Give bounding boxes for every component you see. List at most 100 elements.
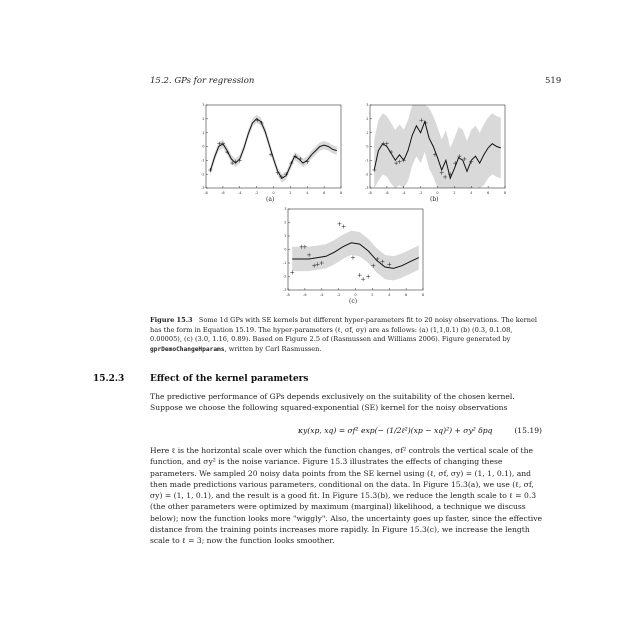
observation-point: [305, 159, 310, 164]
panel-label-a: (a): [266, 196, 275, 203]
observation-point: [237, 158, 242, 163]
x-tick-label: 2: [371, 293, 373, 297]
caption-code: gprDemoChangeHparams: [150, 345, 225, 353]
plot-c-svg: -8 -6 -4 -2 0 2 4 6 8 -3 -2 -1 0 1 2 3: [283, 207, 424, 297]
figure-caption: Figure 15.3 Some 1d GPs with SE kernels …: [150, 316, 540, 354]
plot-panel-c: -8 -6 -4 -2 0 2 4 6 8 -3 -2 -1 0 1 2 3: [280, 206, 426, 298]
y-tick-label: 0: [366, 145, 368, 149]
x-tick-label: 2: [453, 191, 455, 195]
x-tick-label: -6: [221, 191, 225, 195]
observation-point: [457, 154, 462, 159]
mean-line: [209, 118, 337, 180]
observation-point: [230, 161, 235, 166]
observation-point: [389, 150, 394, 155]
observation-point: [350, 255, 355, 260]
x-tick-label: 6: [323, 191, 325, 195]
observation-point: [307, 252, 312, 257]
observation-point: [357, 273, 362, 278]
observation-point: [217, 141, 222, 146]
observation-point: [419, 118, 424, 123]
observation-point: [394, 161, 399, 166]
observation-point: [275, 170, 280, 175]
observation-point: [372, 168, 377, 173]
x-tick-label: 0: [272, 191, 274, 195]
plot-b-svg: -8 -6 -4 -2 0 2 4 6 8 -3 -2 -1 0 1 2 3: [365, 103, 506, 195]
y-tick-label: 1: [202, 131, 204, 135]
body-paragraph: Here ℓ is the horizontal scale over whic…: [150, 446, 543, 546]
x-tick-label: -2: [337, 293, 341, 297]
observation-point: [319, 261, 324, 265]
y-tick-label: 3: [202, 103, 204, 107]
y-tick-label: 2: [366, 117, 368, 121]
x-tick-label: 6: [405, 293, 407, 297]
y-tick-label: -2: [201, 172, 205, 176]
observation-point: [443, 174, 448, 179]
observation-point: [401, 158, 406, 163]
observation-point: [439, 170, 444, 175]
observation-point: [220, 141, 225, 146]
x-tick-label: 0: [354, 293, 356, 297]
observation-point: [462, 156, 467, 161]
observation-point: [259, 120, 264, 125]
x-tick-label: -6: [303, 293, 307, 297]
y-tick-label: -3: [201, 186, 205, 190]
y-tick-label: -3: [283, 288, 287, 292]
observation-point: [397, 159, 402, 164]
x-tick-label: 4: [388, 293, 391, 297]
observation-point: [290, 270, 295, 275]
observation-point: [268, 152, 273, 157]
plot-a-svg: -8 -6 -4 -2 0 2 4 6 8 -3 -2 -1 0 1 2 3: [201, 103, 342, 195]
observation-point: [337, 221, 342, 226]
x-tick-label: -2: [419, 191, 423, 195]
observation-point: [299, 244, 304, 249]
observation-point: [284, 172, 289, 177]
observation-point: [453, 161, 458, 166]
observation-point: [298, 156, 303, 161]
observation-point: [315, 262, 320, 267]
x-tick-label: 4: [470, 191, 473, 195]
y-tick-label: 2: [284, 221, 286, 225]
equation-number: (15.19): [514, 426, 542, 435]
y-tick-label: 0: [284, 248, 286, 252]
y-tick-label: 2: [202, 117, 204, 121]
observation-point: [302, 244, 307, 249]
section-title: Effect of the kernel parameters: [150, 374, 309, 384]
x-tick-label: -4: [402, 191, 406, 195]
plot-panel-b: -8 -6 -4 -2 0 2 4 6 8 -3 -2 -1 0 1 2 3: [362, 102, 508, 196]
x-tick-label: -4: [238, 191, 242, 195]
x-tick-label: 4: [306, 191, 309, 195]
observation-point: [312, 263, 317, 268]
x-tick-label: -8: [286, 293, 290, 297]
observation-point: [448, 172, 453, 177]
observation-point: [469, 159, 474, 164]
observation-point: [289, 161, 294, 166]
intro-paragraph: The predictive performance of GPs depend…: [150, 392, 515, 413]
x-tick-label: 8: [422, 293, 424, 297]
observation-point: [387, 262, 392, 267]
x-tick-label: 2: [289, 191, 291, 195]
observation-point: [279, 174, 284, 179]
observation-point: [381, 141, 386, 146]
x-tick-label: 0: [436, 191, 438, 195]
observation-point: [432, 152, 437, 157]
y-tick-label: -3: [365, 186, 369, 190]
y-tick-label: -2: [283, 275, 287, 279]
observation-point: [293, 154, 298, 159]
x-tick-label: -8: [368, 191, 372, 195]
observation-point: [341, 224, 346, 229]
section-number: 15.2.3: [93, 374, 125, 384]
mean-line: [292, 242, 420, 269]
confidence-band: [210, 114, 337, 183]
confidence-band: [374, 105, 501, 188]
confidence-band: [292, 230, 419, 281]
x-tick-label: -2: [255, 191, 259, 195]
y-tick-label: -2: [365, 172, 369, 176]
panel-label-c: (c): [349, 298, 358, 305]
x-tick-label: 8: [340, 191, 342, 195]
observation-point: [233, 159, 238, 164]
x-tick-label: 6: [487, 191, 489, 195]
y-tick-label: 1: [366, 131, 368, 135]
x-tick-label: -4: [320, 293, 324, 297]
y-tick-label: -1: [365, 159, 369, 163]
y-tick-label: 3: [366, 103, 368, 107]
